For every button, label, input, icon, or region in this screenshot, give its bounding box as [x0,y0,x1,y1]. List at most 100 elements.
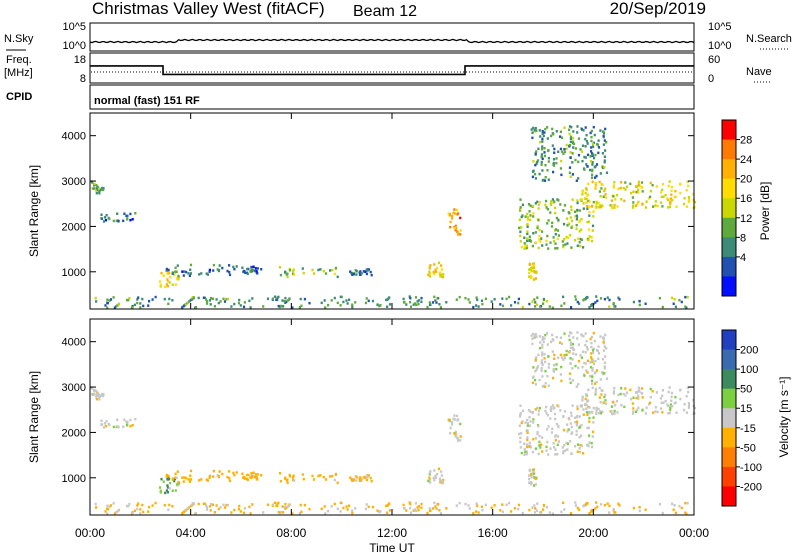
echo-cell [644,412,648,415]
echo-cell [669,202,672,205]
echo-cell [577,153,581,157]
echo-cell [524,215,527,218]
echo-cell [594,153,597,157]
echo-cell [499,509,502,512]
echo-cell [585,346,589,349]
echo-cell [475,304,478,307]
echo-cell [667,184,670,188]
echo-cell [678,298,681,302]
echo-cell [181,306,184,309]
echo-cell [591,410,594,414]
echo-cell [534,507,537,510]
colorbar-segment [722,237,736,258]
echo-cell [113,306,116,309]
echo-cell [441,480,444,483]
echo-cell [355,270,358,273]
echo-cell [256,473,259,476]
echo-cell [369,476,372,480]
echo-cell [108,217,111,221]
echo-cell [659,397,663,400]
echo-cell [530,269,533,273]
echo-cell [590,341,593,345]
echo-cell [635,396,638,400]
echo-cell [554,417,557,421]
echo-cell [582,413,585,416]
echo-cell [560,365,563,369]
echo-cell [687,184,690,188]
echo-cell [560,136,564,139]
echo-cell [540,369,543,372]
echo-cell [585,369,588,372]
echo-cell [666,403,669,406]
echo-cell [102,220,106,223]
echo-cell [599,129,602,132]
echo-cell [452,417,455,421]
echo-cell [291,512,294,515]
echo-cell [587,193,590,196]
echo-cell [570,331,573,335]
echo-cell [131,511,134,515]
echo-cell [519,230,522,234]
echo-cell [566,423,569,426]
echo-cell [188,274,191,277]
echo-cell [595,163,599,166]
echo-cell [333,502,336,506]
echo-cell [524,244,527,248]
echo-cell [560,379,563,383]
echo-cell [565,441,568,445]
echo-cell [409,502,412,506]
echo-cell [673,298,676,301]
echo-cell [683,197,686,200]
echo-cell [324,306,327,309]
echo-cell [546,234,549,238]
echo-cell [530,334,533,337]
echo-cell [183,270,186,273]
time-axis: 00:00 04:00 08:00 12:00 16:00 20:00 00:00 [75,113,709,540]
echo-cell [405,303,408,306]
echo-cell [322,269,325,273]
echo-cell [359,270,362,273]
echo-cell [365,478,368,482]
echo-cell [519,198,522,201]
echo-cell [550,134,553,138]
echo-cell [576,506,579,510]
echo-cell [420,300,423,303]
echo-cell [590,150,593,153]
echo-cell [405,509,408,512]
echo-cell [530,128,533,131]
echo-cell [177,278,180,281]
echo-cell [182,480,185,483]
echo-cell [583,298,586,301]
echo-cell [596,348,599,352]
echo-cell [108,423,111,427]
echo-cell [533,172,537,176]
echo-cell [223,506,227,509]
echo-cell [534,408,537,411]
echo-cell [282,511,285,514]
echo-cell [591,169,594,173]
echo-cell [455,433,458,436]
echo-cell [456,213,459,216]
echo-cell [541,436,544,439]
echo-cell [531,136,534,140]
echo-cell [582,452,585,455]
echo-cell [484,297,487,301]
echo-cell [439,306,442,309]
echo-cell [185,508,188,512]
echo-cell [518,424,521,427]
echo-cell [429,272,432,275]
echo-cell [660,201,663,204]
echo-cell [581,365,584,369]
echo-cell [569,216,572,219]
echo-cell [594,391,597,395]
echo-cell [228,270,231,274]
echo-cell [532,160,535,163]
echo-cell [554,233,557,236]
echo-cell [433,501,436,505]
echo-cell [622,186,625,190]
echo-cell [339,295,342,299]
echo-cell [544,127,547,131]
echo-cell [668,411,671,415]
echo-cell [98,189,101,192]
echo-cell [456,231,460,234]
